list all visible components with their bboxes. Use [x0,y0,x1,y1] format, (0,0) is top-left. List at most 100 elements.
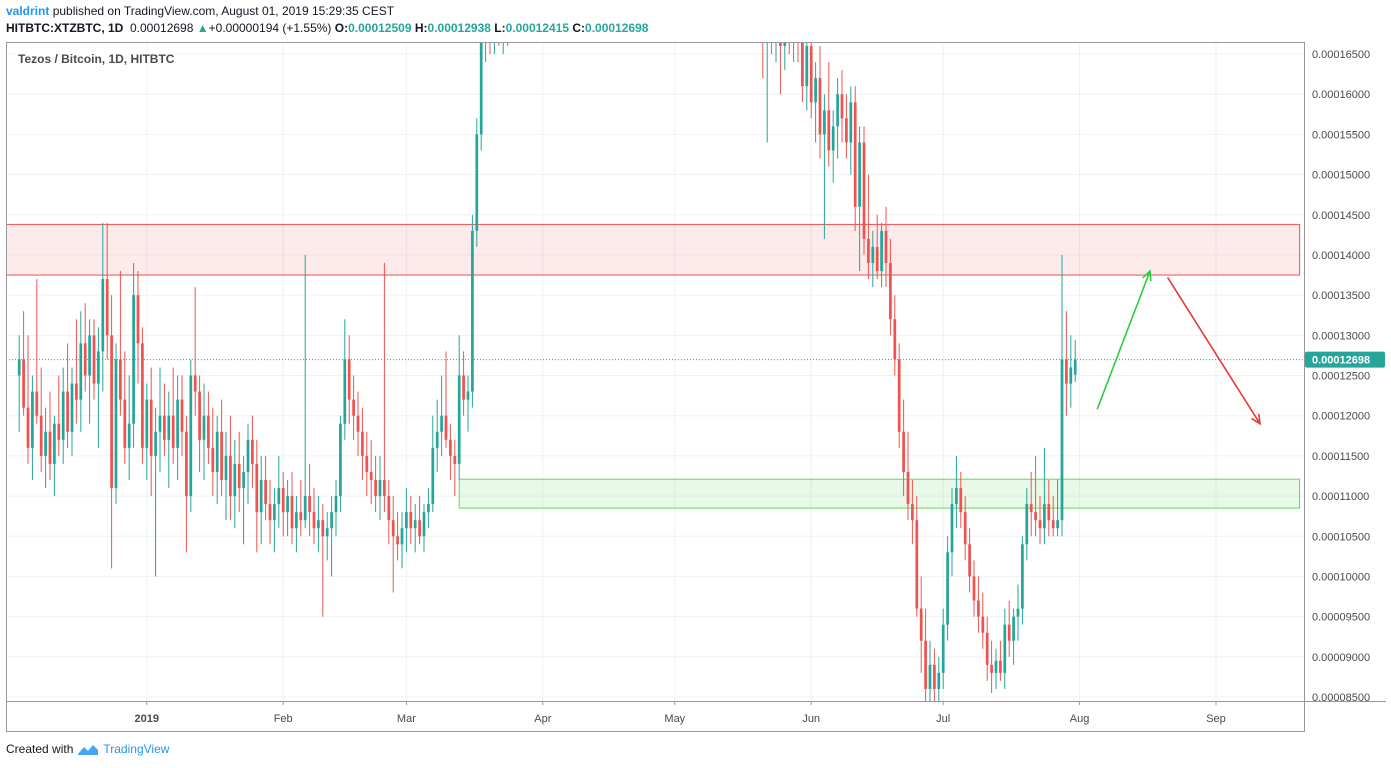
candle-body[interactable] [827,110,831,151]
candle-body[interactable] [915,520,919,609]
candle-body[interactable] [237,463,241,489]
candle-body[interactable] [849,102,853,143]
candle-body[interactable] [347,359,351,400]
candle-body[interactable] [1021,544,1024,609]
candle-body[interactable] [453,455,457,464]
candle-body[interactable] [185,431,188,497]
candle-body[interactable] [933,664,936,689]
candle-body[interactable] [97,351,100,384]
candle-body[interactable] [246,439,250,472]
candle-body[interactable] [22,359,25,408]
candle-body[interactable] [831,126,835,151]
candle-body[interactable] [1043,504,1046,529]
candle-body[interactable] [466,391,470,400]
candle-body[interactable] [897,359,901,432]
candle-body[interactable] [431,447,435,505]
candle-body[interactable] [374,479,377,497]
candle-body[interactable] [176,399,179,448]
author-link[interactable]: valdrint [6,4,50,18]
tradingview-link[interactable]: TradingView [103,742,170,756]
up-arrow[interactable] [1096,270,1151,410]
candle-body[interactable] [1007,624,1011,641]
candle-body[interactable] [867,238,870,264]
candle-body[interactable] [193,375,197,392]
candle-body[interactable] [105,279,109,336]
candle-body[interactable] [35,391,39,416]
candle-body[interactable] [1060,359,1064,521]
candle-body[interactable] [229,455,232,497]
candle-body[interactable] [902,431,905,472]
candle-body[interactable] [378,479,382,497]
candle-body[interactable] [259,479,263,513]
candle-body[interactable] [119,359,122,400]
candle-body[interactable] [211,447,215,472]
candle-body[interactable] [413,520,417,529]
candle-body[interactable] [202,415,206,440]
candle-body[interactable] [889,263,892,320]
candle-body[interactable] [356,415,360,432]
candle-body[interactable] [858,142,861,207]
candle-body[interactable] [941,624,945,673]
candle-body[interactable] [233,463,237,497]
candle-body[interactable] [361,431,364,456]
candle-body[interactable] [462,375,465,400]
candle-body[interactable] [308,496,311,513]
candle-body[interactable] [1065,359,1068,384]
candle-body[interactable] [83,343,87,376]
candle-body[interactable] [840,94,844,119]
candle-body[interactable] [132,295,135,424]
candle-body[interactable] [114,359,118,489]
support-zone[interactable] [458,478,1301,509]
candle-body[interactable] [101,279,105,352]
candle-body[interactable] [427,504,430,513]
candle-body[interactable] [1056,520,1059,529]
candle-body[interactable] [127,423,131,448]
candle-body[interactable] [163,415,166,440]
candle-body[interactable] [400,528,404,545]
candle-body[interactable] [123,399,127,448]
candle-body[interactable] [317,520,320,529]
candle-body[interactable] [779,42,782,47]
candle-body[interactable] [1012,616,1015,641]
candle-body[interactable] [1069,367,1073,384]
candle-body[interactable] [334,496,338,513]
candle-body[interactable] [444,415,448,440]
candle-body[interactable] [273,504,276,521]
candle-body[interactable] [990,664,993,673]
candle-body[interactable] [435,431,439,448]
candle-body[interactable] [167,415,171,440]
candle-body[interactable] [845,118,848,143]
candle-body[interactable] [149,399,153,456]
candle-body[interactable] [985,632,989,665]
candle-body[interactable] [972,576,976,601]
annotation-arrows[interactable] [1096,269,1261,426]
candle-body[interactable] [290,496,294,529]
candle-body[interactable] [53,423,56,464]
candle-body[interactable] [286,496,289,513]
candle-body[interactable] [422,512,426,537]
candle-body[interactable] [1038,520,1042,529]
candle-body[interactable] [994,660,998,673]
candle-body[interactable] [369,471,373,480]
candle-body[interactable] [75,383,78,400]
candle-body[interactable] [396,536,399,545]
candle-body[interactable] [818,78,822,135]
candle-body[interactable] [312,512,316,529]
candle-body[interactable] [977,600,980,617]
candle-body[interactable] [836,94,839,127]
candle-body[interactable] [471,230,474,392]
candle-body[interactable] [805,46,809,87]
candle-body[interactable] [893,319,897,360]
candle-body[interactable] [809,46,813,103]
candle-body[interactable] [475,134,479,231]
candle-body[interactable] [968,544,971,577]
candle-body[interactable] [61,391,65,440]
candle-body[interactable] [853,102,857,207]
candle-body[interactable] [251,439,254,464]
candle-body[interactable] [871,246,875,264]
candle-body[interactable] [255,463,259,513]
candle-body[interactable] [39,415,43,456]
candle-body[interactable] [946,552,949,625]
candle-body[interactable] [955,488,958,505]
candle-body[interactable] [418,520,421,537]
